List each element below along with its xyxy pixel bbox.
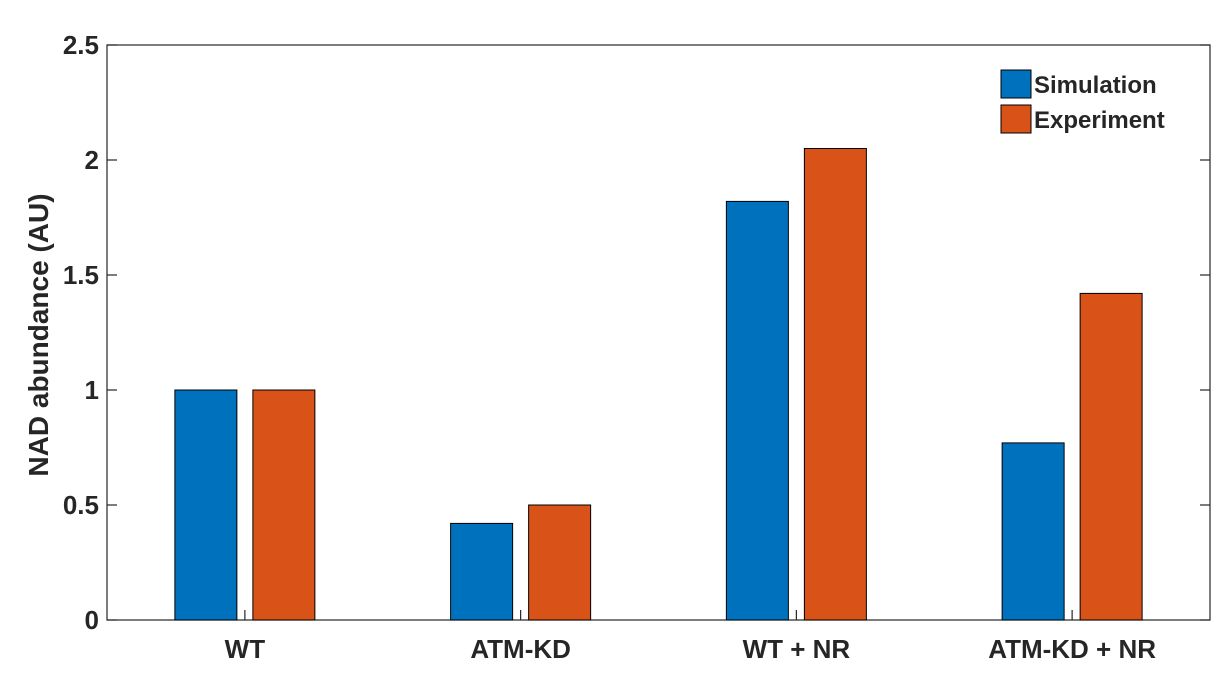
y-tick-label: 1: [85, 375, 99, 405]
legend-label-simulation: Simulation: [1034, 72, 1157, 99]
y-tick-label: 0.5: [63, 490, 99, 520]
x-tick-label: WT + NR: [743, 634, 851, 664]
bar-simulation-wt: [174, 389, 238, 621]
bar-experiment-atm-kd-nr: [1079, 292, 1143, 621]
bar-simulation-wt-nr: [725, 200, 789, 621]
legend-swatch-simulation: [1000, 69, 1032, 99]
bar-experiment-wt-nr: [803, 148, 867, 621]
bar-experiment-atm-kd: [528, 504, 592, 621]
legend-label-experiment: Experiment: [1034, 107, 1165, 134]
bar-simulation-atm-kd: [450, 522, 514, 621]
bars: [174, 148, 1143, 621]
x-axis-ticks: WT ATM-KD WT + NR ATM-KD + NR: [225, 610, 1156, 664]
x-tick-label: WT: [225, 634, 266, 664]
plot-box: [106, 44, 1211, 621]
y-tick-label: 2.5: [63, 30, 99, 60]
plot-frame: [106, 44, 1211, 621]
y-tick-label: 1.5: [63, 260, 99, 290]
y-axis-ticks: 0 0.5 1 1.5 2 2.5: [63, 30, 1210, 635]
legend-swatch-experiment: [1000, 104, 1032, 134]
legend: Simulation Experiment: [1000, 69, 1165, 134]
bar-experiment-wt: [252, 389, 316, 621]
y-tick-label: 2: [85, 145, 99, 175]
x-tick-label: ATM-KD + NR: [988, 634, 1156, 664]
bar-simulation-atm-kd-nr: [1001, 442, 1065, 621]
x-tick-label: ATM-KD: [470, 634, 571, 664]
y-axis-label: NAD abundance (AU): [23, 193, 54, 476]
y-tick-label: 0: [85, 605, 99, 635]
